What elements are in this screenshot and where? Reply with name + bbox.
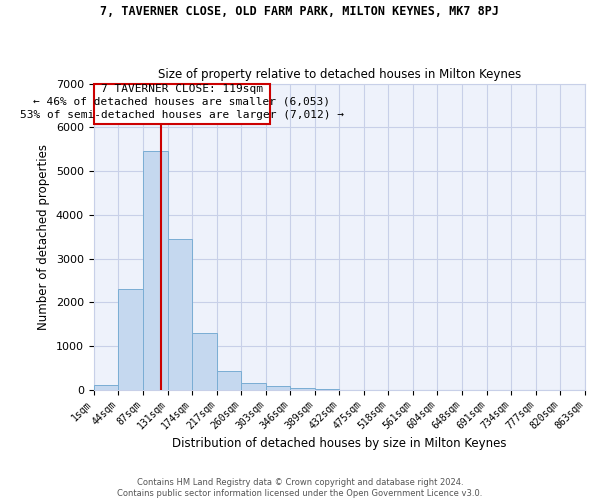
Bar xyxy=(217,371,241,390)
Bar xyxy=(168,239,192,390)
Text: ← 46% of detached houses are smaller (6,053): ← 46% of detached houses are smaller (6,… xyxy=(33,97,330,107)
X-axis label: Distribution of detached houses by size in Milton Keynes: Distribution of detached houses by size … xyxy=(172,437,506,450)
Bar xyxy=(143,152,168,390)
Bar xyxy=(290,388,315,390)
Text: 7 TAVERNER CLOSE: 119sqm: 7 TAVERNER CLOSE: 119sqm xyxy=(101,84,263,94)
Title: Size of property relative to detached houses in Milton Keynes: Size of property relative to detached ho… xyxy=(158,68,521,81)
Bar xyxy=(94,386,118,390)
Bar xyxy=(94,84,270,124)
Bar xyxy=(266,386,290,390)
Bar xyxy=(241,382,266,390)
Bar xyxy=(192,333,217,390)
Text: 53% of semi-detached houses are larger (7,012) →: 53% of semi-detached houses are larger (… xyxy=(20,110,344,120)
Y-axis label: Number of detached properties: Number of detached properties xyxy=(37,144,50,330)
Text: 7, TAVERNER CLOSE, OLD FARM PARK, MILTON KEYNES, MK7 8PJ: 7, TAVERNER CLOSE, OLD FARM PARK, MILTON… xyxy=(101,5,499,18)
Bar xyxy=(118,289,143,390)
Text: Contains HM Land Registry data © Crown copyright and database right 2024.
Contai: Contains HM Land Registry data © Crown c… xyxy=(118,478,482,498)
